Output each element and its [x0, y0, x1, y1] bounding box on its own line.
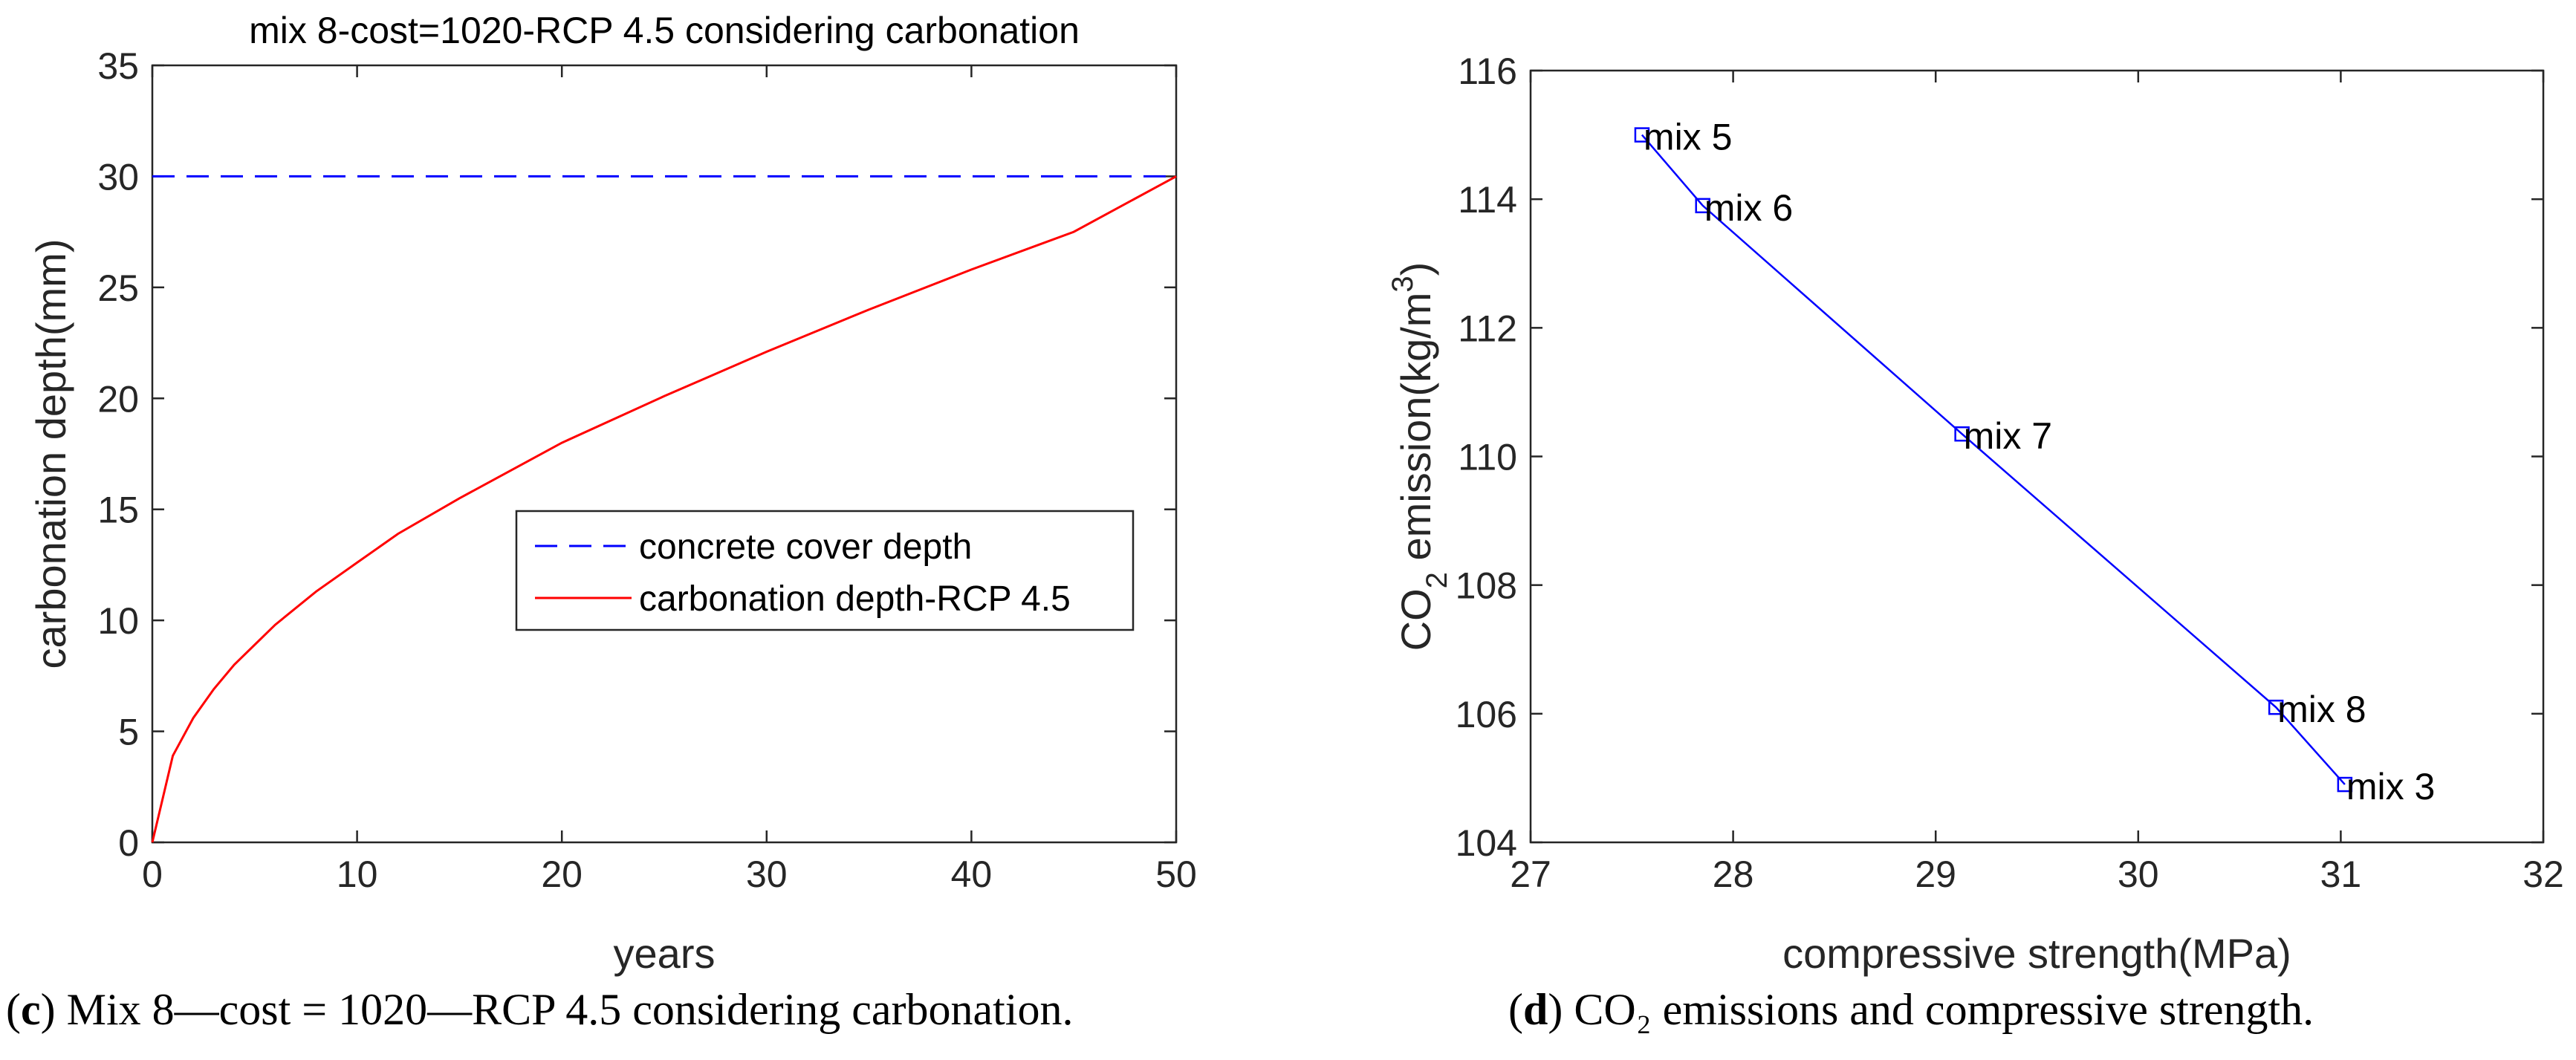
d-point-label: mix 3 [2346, 766, 2435, 807]
c-ytick-label: 25 [97, 267, 139, 309]
d-ytick-label: 108 [1456, 565, 1517, 607]
c-ytick-label: 35 [97, 45, 139, 87]
d-x-axis-label: compressive strength(MPa) [1782, 930, 2291, 977]
d-point-marker [1695, 198, 1710, 214]
chart-carbonation-depth: 0 10 20 30 40 50 0 5 10 15 20 25 30 35 mix 8-cost=1020… [27, 10, 1197, 977]
c-axes-box [151, 64, 1178, 844]
c-ytick-label: 30 [97, 156, 139, 198]
c-chart-title: mix 8-cost=1020-RCP 4.5 considering carb… [249, 10, 1080, 51]
c-ytick-label: 10 [97, 600, 139, 642]
c-ytick-label: 20 [97, 378, 139, 420]
d-y-axis-label-part: ) [1392, 262, 1439, 276]
c-ytick-label: 15 [97, 490, 139, 531]
c-xtick-label: 30 [746, 853, 788, 895]
caption-c-text: Mix 8—cost = 1020—RCP 4.5 considering ca… [55, 985, 1074, 1034]
d-ytick-label: 116 [1458, 51, 1517, 92]
d-xtick-label: 30 [2118, 853, 2159, 895]
d-xtick-label: 31 [2320, 853, 2362, 895]
d-ytick-label: 106 [1456, 694, 1517, 735]
chart-co2-emission: 27 28 29 30 31 32104106108110112114116compres… [1386, 51, 2564, 977]
c-series-carbonation-depth [151, 175, 1177, 843]
d-y-axis-label: CO2 emission(kg/m3) [1386, 262, 1453, 651]
d-point-label: mix 8 [2277, 689, 2366, 730]
d-y-axis-label-part: emission(kg/m [1392, 293, 1439, 573]
caption-c-letter: c [20, 985, 41, 1034]
c-xtick-label: 40 [951, 853, 993, 895]
d-point-marker [2337, 776, 2353, 793]
c-legend-box [515, 510, 1135, 631]
c-xtick-label: 50 [1155, 853, 1197, 895]
c-legend-label: concrete cover depth [639, 527, 972, 567]
d-series-line [1641, 134, 2346, 785]
d-xtick-label: 27 [1510, 853, 1551, 895]
c-y-axis-label: carbonation depth(mm) [27, 239, 74, 669]
c-xtick-label: 0 [142, 853, 163, 895]
caption-d-letter: d [1522, 985, 1548, 1034]
caption-c: (c) Mix 8—cost = 1020—RCP 4.5 considerin… [6, 985, 1074, 1034]
caption-d-text: CO₂ emissions and compressive strength. [1563, 985, 2314, 1034]
d-point-marker [1954, 426, 1970, 442]
d-point-label: mix 6 [1704, 187, 1793, 229]
d-point-label: mix 7 [1964, 415, 2052, 457]
d-y-axis-label-part: 3 [1386, 276, 1419, 292]
d-ytick-label: 112 [1458, 308, 1517, 349]
d-ytick-label: 104 [1456, 822, 1517, 864]
c-legend-label: carbonation depth-RCP 4.5 [639, 579, 1071, 619]
c-ytick-label: 0 [118, 822, 139, 864]
c-ytick-label: 5 [118, 712, 139, 753]
d-ytick-label: 110 [1458, 437, 1517, 478]
d-y-axis-label-part: 2 [1421, 572, 1453, 588]
d-point-marker [2268, 699, 2284, 715]
caption-d: (d) CO₂ emissions and compressive streng… [1508, 985, 2314, 1034]
c-x-axis-label: years [614, 930, 716, 977]
d-xtick-label: 28 [1713, 853, 1754, 895]
d-y-axis-label-part: CO [1392, 588, 1439, 651]
d-xtick-label: 29 [1915, 853, 1956, 895]
d-ytick-label: 114 [1458, 179, 1517, 221]
d-xtick-label: 32 [2523, 853, 2564, 895]
c-xtick-label: 20 [541, 853, 583, 895]
d-point-label: mix 5 [1644, 117, 1732, 158]
c-xtick-label: 10 [337, 853, 378, 895]
d-point-marker [1634, 127, 1650, 143]
